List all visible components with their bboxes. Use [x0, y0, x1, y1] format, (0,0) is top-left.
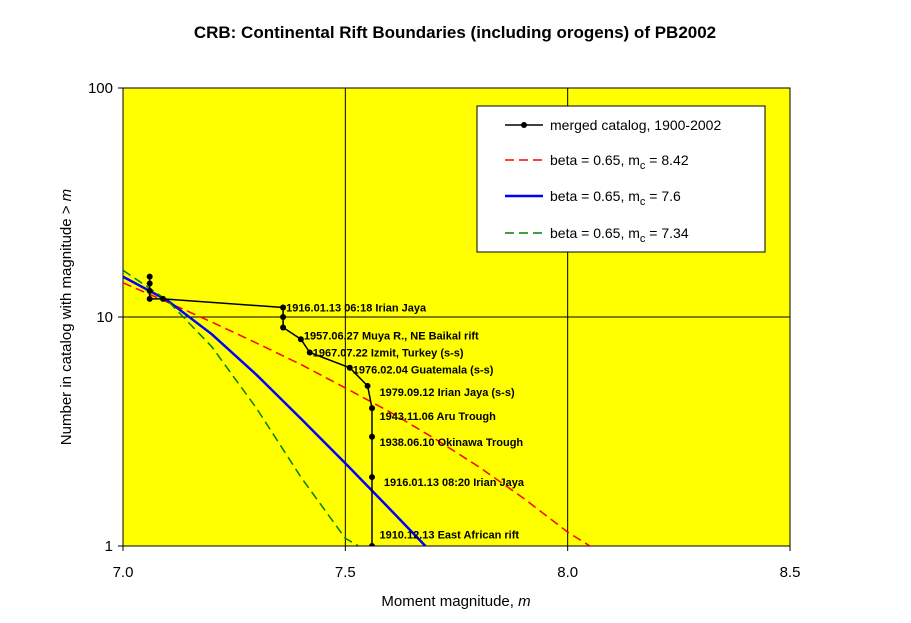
y-axis-label-var: m	[58, 189, 75, 202]
annotation-label: 1957.06.27 Muya R., NE Baikal rift	[304, 331, 479, 343]
y-axis-ticks: 1 10 100	[88, 80, 123, 555]
legend-box	[476, 105, 766, 253]
x-axis-label-var: m	[518, 593, 531, 610]
data-point	[146, 273, 153, 280]
legend-label: beta = 0.65, mc = 7.6	[550, 188, 681, 208]
legend-label: beta = 0.65, mc = 8.42	[550, 152, 689, 172]
legend: merged catalog, 1900-2002 beta = 0.65, mc…	[476, 105, 766, 253]
y-tick-label: 100	[88, 80, 113, 97]
x-tick-label: 8.5	[780, 564, 801, 581]
series-line-2	[123, 275, 427, 546]
data-point	[160, 295, 167, 302]
x-tick-label: 7.0	[113, 564, 134, 581]
data-point	[369, 433, 376, 440]
annotation-label: 1916.01.13 06:18 Irian Jaya	[286, 303, 427, 315]
series-line-3	[123, 269, 360, 546]
annotation-label: 1910.12.13 East African rift	[379, 530, 519, 542]
legend-label: beta = 0.65, mc = 7.34	[550, 225, 689, 245]
chart-title: CRB: Continental Rift Boundaries (includ…	[194, 23, 716, 42]
data-point	[306, 349, 313, 356]
series-line-0	[148, 276, 373, 546]
data-point	[297, 336, 304, 343]
series-group	[123, 269, 591, 546]
annotations-group: 1916.01.13 06:18 Irian Jaya 1957.06.27 Mu…	[286, 303, 525, 542]
data-point	[280, 304, 287, 311]
x-tick-label: 7.5	[335, 564, 356, 581]
x-tick-label: 8.0	[557, 564, 578, 581]
x-axis-label-text: Moment magnitude,	[381, 593, 518, 610]
series-line-1	[123, 282, 591, 546]
data-point	[369, 405, 376, 412]
x-axis-label: Moment magnitude, m	[381, 593, 530, 610]
data-point	[369, 474, 376, 481]
data-point	[364, 382, 371, 389]
annotation-label: 1979.09.12 Irian Jaya (s-s)	[379, 387, 514, 399]
data-point	[146, 280, 153, 287]
legend-label: merged catalog, 1900-2002	[550, 117, 721, 133]
annotation-label: 1938.06.10 Okinawa Trough	[379, 437, 523, 449]
x-axis-ticks: 7.0 7.5 8.0 8.5	[113, 546, 801, 581]
y-tick-label: 1	[105, 538, 113, 555]
annotation-label: 1916.01.13 08:20 Irian Jaya	[384, 477, 525, 489]
y-tick-label: 10	[96, 309, 113, 326]
y-axis-label-text: Number in catalog with magnitude >	[58, 201, 75, 445]
data-point	[146, 287, 153, 294]
data-point	[280, 314, 287, 320]
y-axis-label: Number in catalog with magnitude > m	[58, 189, 75, 445]
data-point	[346, 364, 353, 371]
annotation-label: 1967.07.22 Izmit, Turkey (s-s)	[313, 347, 464, 359]
annotation-label: 1943.11.06 Aru Trough	[379, 411, 496, 423]
data-point	[146, 295, 153, 302]
data-point	[280, 324, 287, 331]
data-point	[369, 543, 376, 546]
legend-marker	[521, 122, 527, 128]
annotation-label: 1976.02.04 Guatemala (s-s)	[353, 364, 494, 376]
